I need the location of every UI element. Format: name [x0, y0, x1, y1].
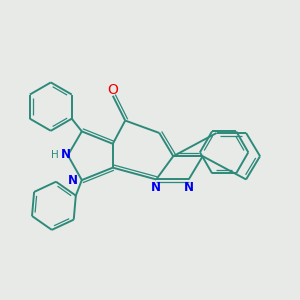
Text: N: N — [61, 148, 71, 161]
Text: H: H — [51, 150, 58, 160]
Text: O: O — [107, 82, 118, 97]
Text: N: N — [184, 181, 194, 194]
Text: N: N — [68, 174, 78, 187]
Text: N: N — [151, 181, 160, 194]
